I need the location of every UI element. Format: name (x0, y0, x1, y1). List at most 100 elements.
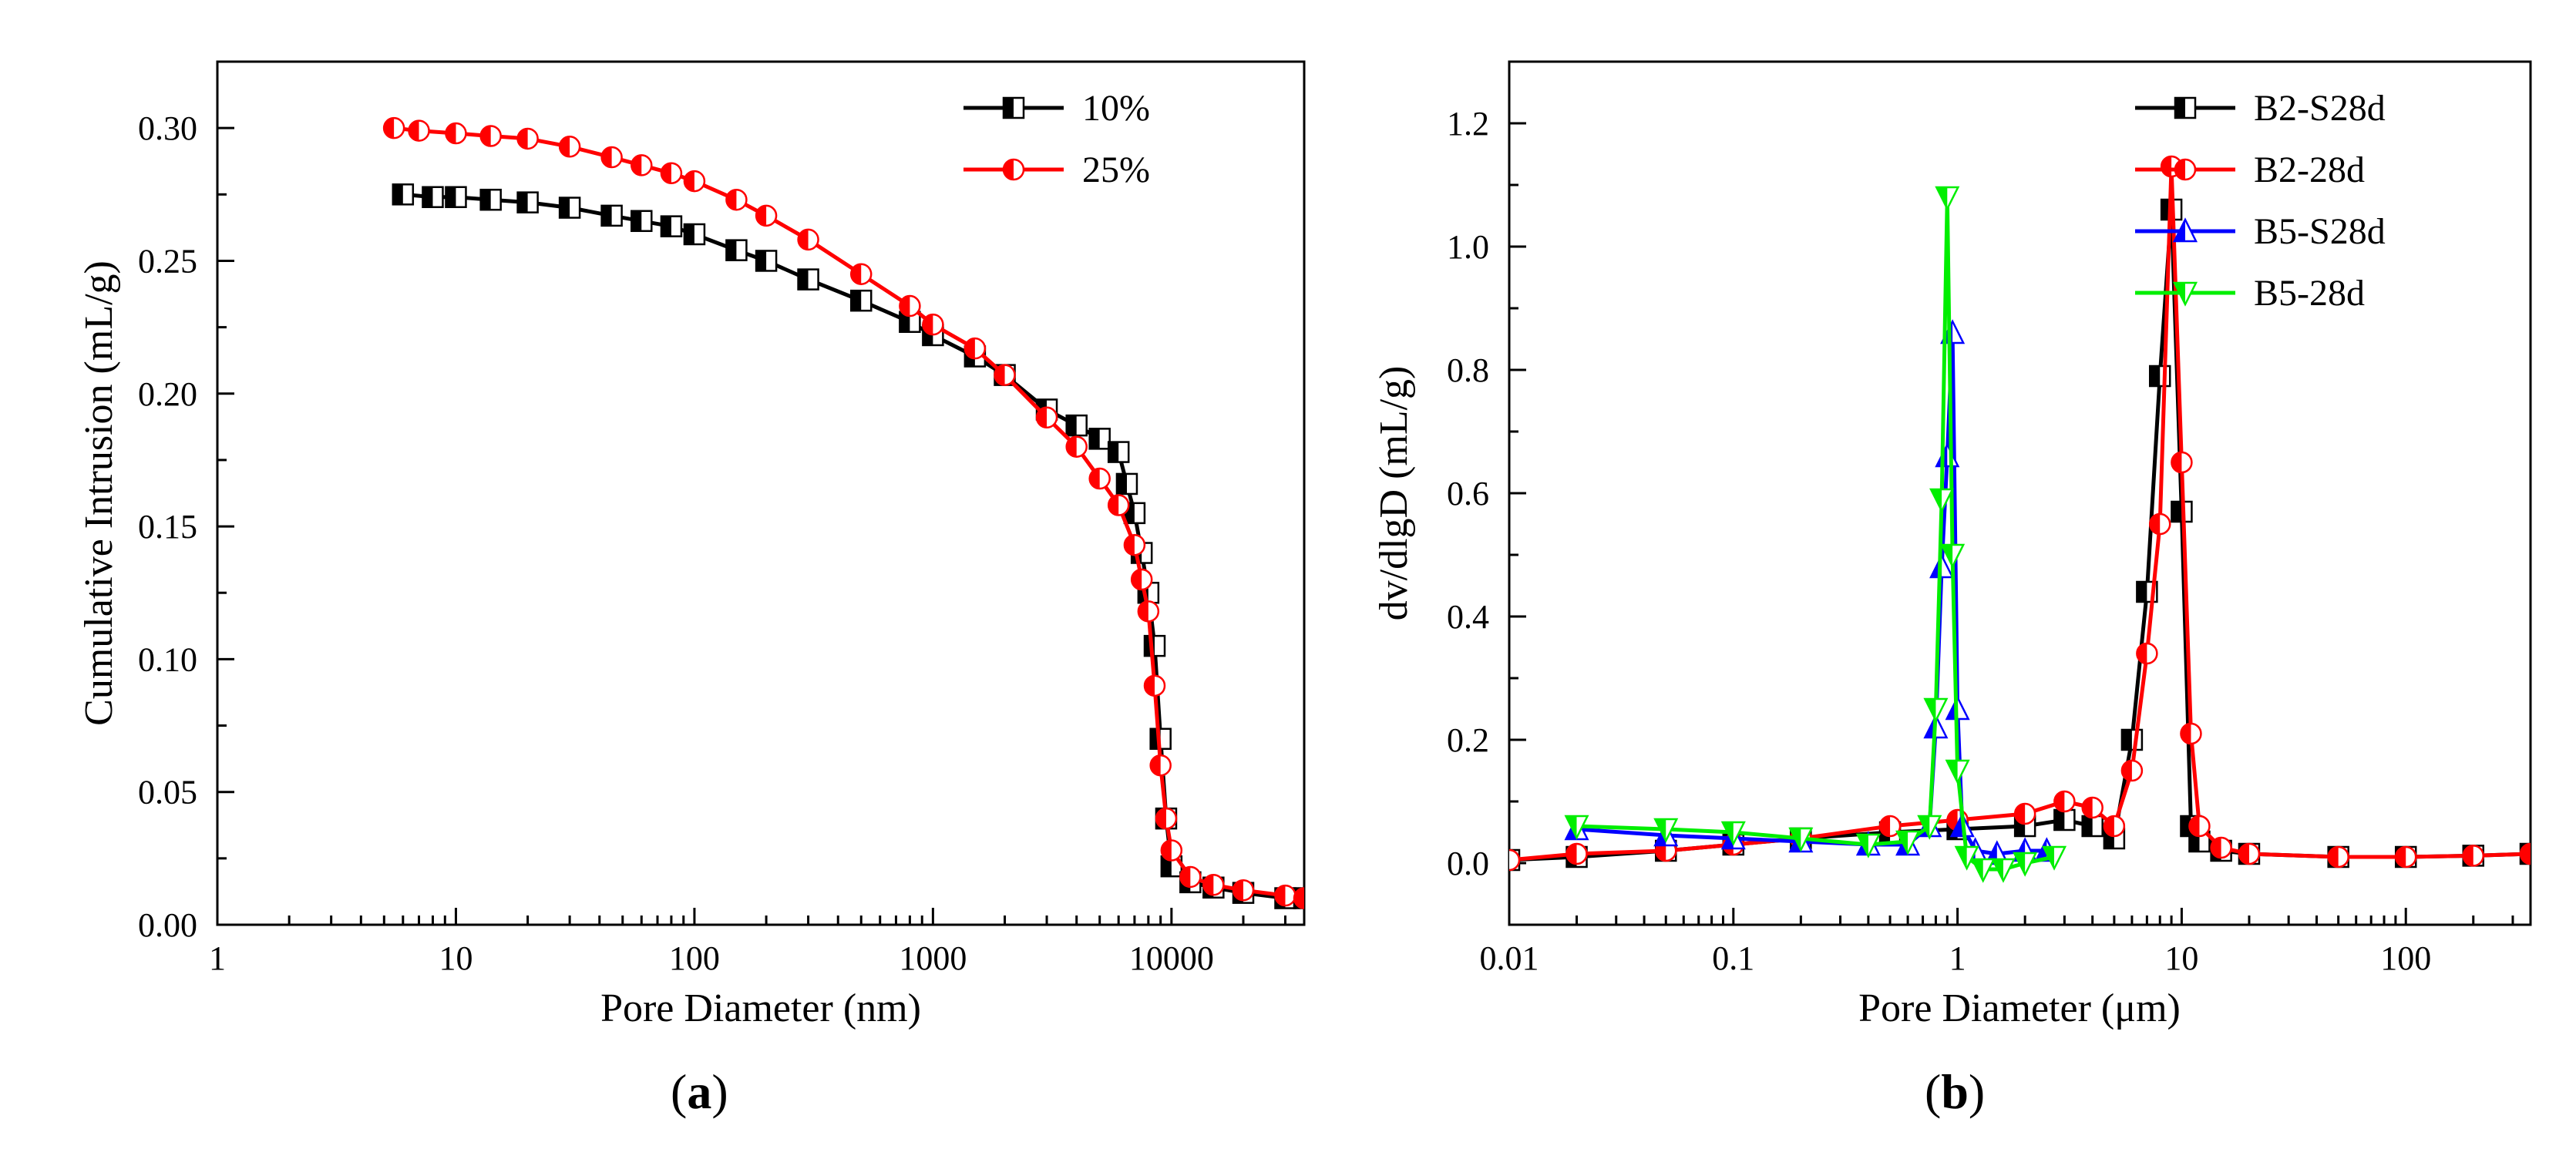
data-point (1088, 428, 1111, 450)
data-point (1143, 674, 1166, 697)
data-point (1895, 830, 1921, 855)
series-line (1576, 195, 2055, 872)
data-point (1509, 848, 1521, 872)
y-tick-label: 0.0 (1447, 845, 1489, 882)
legend-marker (1002, 158, 1025, 181)
data-point (1123, 533, 1146, 556)
data-point (382, 116, 405, 139)
data-point (2394, 845, 2417, 868)
data-point (1945, 759, 1970, 784)
legend-label: B2-S28d (2254, 88, 2386, 129)
data-point (683, 223, 706, 246)
data-point (963, 337, 987, 360)
data-point (1720, 821, 1746, 846)
panel-b-y-ticks: 0.0 0.2 0.4 0.6 0.8 1.0 1.2 (1447, 60, 1526, 926)
y-tick-label: 0.4 (1447, 598, 1489, 636)
data-point (1179, 865, 1202, 889)
data-point (558, 136, 581, 158)
data-point (2103, 815, 2126, 838)
series-10% (392, 183, 1304, 909)
panel-a-series (382, 116, 1304, 909)
data-point (2120, 728, 2144, 751)
panel-b-plot-frame (1508, 60, 2532, 926)
y-tick-label: 0.15 (138, 508, 197, 546)
data-point (1160, 839, 1183, 862)
y-tick-label: 0.20 (138, 375, 197, 413)
x-tick-label: 10000 (1129, 939, 1214, 977)
data-point (600, 204, 623, 227)
panel-b-chart: 0.01 0.1 1 10 100 0.0 0.2 0.4 0.6 0.8 1.0 1.2 B2-S… (1372, 60, 2532, 1119)
data-point (1565, 842, 1588, 865)
data-point (516, 127, 539, 150)
legend-label: B5-S28d (2254, 211, 2386, 252)
series-line (1509, 207, 2531, 862)
data-point (2180, 722, 2202, 745)
data-point (899, 294, 921, 317)
series-25% (382, 116, 1304, 909)
x-tick-label: 100 (2380, 939, 2431, 977)
panel-a-x-axis-title: Pore Diameter (nm) (600, 986, 921, 1030)
data-point (1954, 845, 1979, 871)
legend-marker (1002, 96, 1025, 119)
data-point (1564, 815, 1589, 840)
data-point (1065, 414, 1088, 437)
panel-a-y-ticks: 0.00 0.05 0.10 0.15 0.20 0.25 0.30 (138, 60, 234, 944)
series-B5-S28d (1564, 319, 2060, 865)
panel-a-legend: 10% 25% (963, 88, 1150, 190)
data-point (516, 191, 539, 213)
series-line (1576, 331, 2047, 856)
data-point (1990, 858, 2016, 883)
data-point (2081, 796, 2104, 819)
data-point (1155, 807, 1178, 830)
series-B2-28d (1509, 155, 2531, 872)
y-tick-label: 1.0 (1447, 228, 1489, 266)
legend-marker (2174, 158, 2197, 181)
panel-b-x-axis-title: Pore Diameter (μm) (1858, 986, 2181, 1030)
data-point (2042, 845, 2067, 871)
y-tick-label: 0.8 (1447, 351, 1489, 389)
legend-label: 25% (1082, 150, 1150, 190)
data-point (849, 289, 873, 312)
series-line (1509, 164, 2531, 862)
data-point (1065, 435, 1088, 458)
data-point (1855, 833, 1881, 858)
data-point (1035, 406, 1058, 429)
data-point (2136, 642, 2158, 665)
data-point (1107, 441, 1130, 463)
y-tick-label: 0.10 (138, 640, 197, 678)
panel-a-x-ticks: 1 10 100 1000 10000 (209, 908, 1286, 977)
legend-marker (2172, 281, 2198, 307)
y-tick-label: 0.2 (1447, 721, 1489, 759)
data-point (1115, 472, 1138, 496)
data-point (755, 250, 778, 272)
data-point (2238, 842, 2261, 865)
x-tick-label: 1 (209, 939, 226, 977)
data-point (2210, 836, 2232, 859)
data-point (1970, 858, 1996, 883)
data-point (849, 263, 873, 285)
data-point (1232, 879, 1255, 902)
data-point (1274, 884, 1296, 907)
data-point (725, 188, 748, 211)
legend-label: 10% (1082, 88, 1150, 129)
data-point (725, 239, 748, 261)
data-point (994, 364, 1016, 386)
data-point (2171, 451, 2193, 474)
y-tick-label: 0.6 (1447, 475, 1489, 512)
data-point (660, 215, 683, 237)
data-point (2081, 815, 2104, 838)
panel-b-series (1509, 155, 2531, 883)
y-tick-label: 0.30 (138, 109, 197, 147)
data-point (1788, 827, 1814, 852)
data-point (2519, 842, 2531, 865)
series-B2-S28d (1509, 198, 2531, 872)
legend-label: B2-28d (2254, 150, 2365, 190)
legend-label: B5-28d (2254, 273, 2365, 314)
data-point (1935, 186, 1960, 211)
panel-b-x-ticks: 0.01 0.1 1 10 100 (1480, 908, 2514, 977)
legend-marker (2174, 96, 2197, 119)
panel-b-legend: B2-S28d B2-28d B5-S28d B5-28d (2135, 88, 2386, 314)
data-point (683, 170, 706, 193)
panel-b-caption: (b) (1925, 1064, 1985, 1119)
